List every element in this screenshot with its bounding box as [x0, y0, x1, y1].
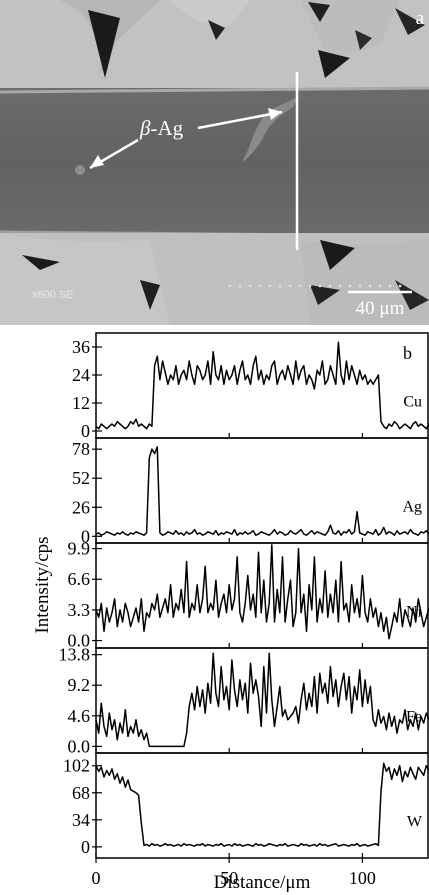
- instrument-info: x600 SE: [32, 289, 74, 301]
- y-tick-label: 34: [72, 810, 90, 830]
- y-tick-label: 0: [81, 421, 90, 441]
- interlayer-band: [0, 88, 429, 233]
- sem-micrograph: a β-Ag x600 SE 40 μm: [0, 0, 429, 325]
- element-label-ag: Ag: [402, 499, 422, 516]
- phase-label: β-Ag: [139, 116, 184, 140]
- element-label-cu: Cu: [403, 394, 422, 411]
- x-tick-label: 0: [92, 868, 101, 888]
- panel-frame: [95, 437, 429, 544]
- series-line-cu: [95, 341, 429, 430]
- line-scan-chart: 0 12 24 36 Cu 0 26 52 78 Ag 0.0 3.3 6.6 9.9 Ni 0.0 4.6 9.…: [0, 325, 429, 895]
- x-axis-label: Distance/μm: [214, 872, 311, 893]
- panel-ni: 0.0 3.3 6.6 9.9 Ni: [68, 539, 429, 651]
- y-tick-label: 52: [72, 468, 90, 488]
- y-tick-label: 6.6: [68, 569, 91, 589]
- y-tick-label: 68: [72, 783, 90, 803]
- y-tick-label: 102: [63, 756, 90, 776]
- series-line-ag: [95, 446, 429, 536]
- series-line-w: [95, 762, 429, 847]
- panel-cu: 0 12 24 36 Cu: [72, 332, 429, 441]
- y-tick-label: 0: [81, 837, 90, 857]
- y-axis-label: Intensity/cps: [32, 536, 53, 633]
- y-tick-label: 12: [72, 393, 90, 413]
- y-tick-label: 0: [81, 526, 90, 546]
- y-tick-label: 9.2: [68, 675, 91, 695]
- element-label-w: W: [407, 814, 423, 831]
- y-tick-label: 36: [72, 337, 90, 357]
- x-tick-label: 100: [349, 868, 376, 888]
- element-label-ni: Ni: [406, 604, 423, 621]
- series-line-fe: [95, 652, 429, 748]
- y-tick-label: 0.0: [68, 736, 91, 756]
- x-tick-label: 50: [220, 868, 238, 888]
- panel-ag: 0 26 52 78 Ag: [72, 437, 429, 546]
- element-label-fe: Fe: [406, 709, 422, 726]
- chart-panel-label: b: [403, 343, 412, 363]
- y-tick-label: 9.9: [68, 539, 91, 559]
- panel-fe: 0.0 4.6 9.2 13.8 Fe: [59, 645, 429, 756]
- beta-ag-phase: [242, 96, 300, 162]
- y-tick-label: 24: [72, 365, 90, 385]
- binder-pocket: [88, 10, 120, 78]
- y-tick-label: 78: [72, 439, 90, 459]
- panel-frame: [95, 332, 429, 439]
- y-tick-label: 0.0: [68, 631, 91, 651]
- y-tick-label: 4.6: [68, 706, 91, 726]
- micrograph-panel-label: a: [416, 8, 425, 29]
- series-line-ni: [95, 544, 429, 640]
- y-tick-label: 3.3: [68, 600, 91, 620]
- scale-bar-label: 40 μm: [356, 298, 405, 319]
- y-tick-label: 13.8: [59, 645, 91, 665]
- panel-w: 0 34 68 102 W: [63, 752, 429, 859]
- y-tick-label: 26: [72, 497, 90, 517]
- panel-frame: [95, 752, 429, 859]
